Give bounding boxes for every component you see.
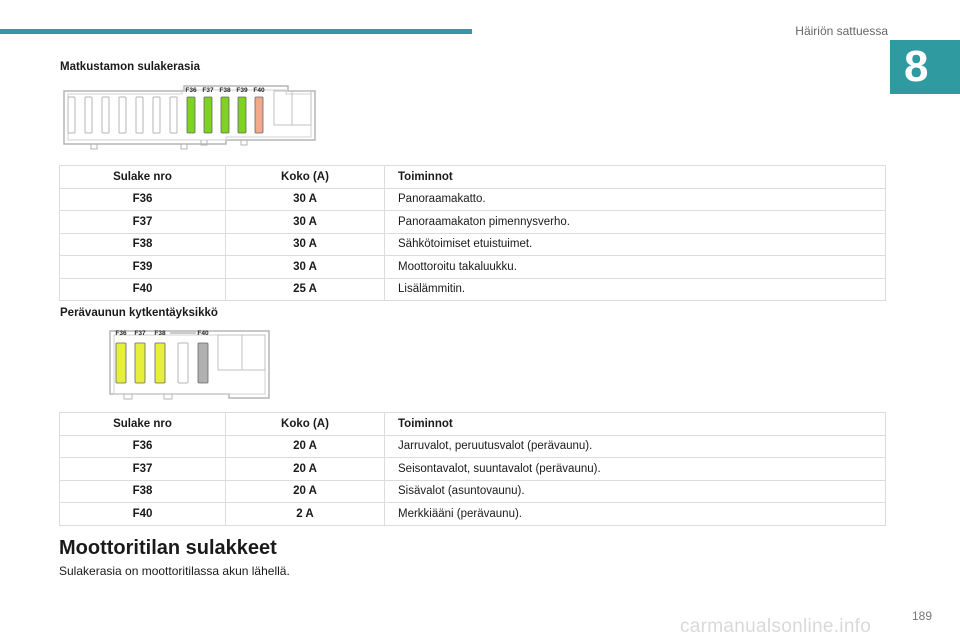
chapter-number-tab: 8 bbox=[890, 40, 960, 94]
cabin-fusebox-heading: Matkustamon sulakerasia bbox=[60, 61, 200, 73]
column-header-size: Koko (A) bbox=[225, 165, 385, 189]
fuse-size-cell: 25 A bbox=[225, 277, 385, 301]
fuse-number-cell: F36 bbox=[59, 434, 226, 458]
fuse-label: F39 bbox=[236, 87, 248, 94]
fuse-size-cell: 30 A bbox=[225, 255, 385, 279]
fuse-size-cell: 20 A bbox=[225, 434, 385, 458]
fuse-function-cell: Lisälämmitin. bbox=[384, 277, 886, 301]
fuse-size-cell: 30 A bbox=[225, 187, 385, 211]
fuse-function-cell: Sisävalot (asuntovaunu). bbox=[384, 479, 886, 503]
table-row: F37 20 A Seisontavalot, suuntavalot (per… bbox=[59, 457, 886, 481]
column-header-functions: Toiminnot bbox=[384, 165, 886, 189]
fuse-f38 bbox=[154, 342, 166, 384]
fuse-f36 bbox=[186, 96, 196, 134]
column-header-functions: Toiminnot bbox=[384, 412, 886, 436]
fuse-f37 bbox=[134, 342, 146, 384]
fuse-number-cell: F40 bbox=[59, 502, 226, 526]
header-accent-bar bbox=[0, 29, 472, 34]
table-header-row: Sulake nro Koko (A) Toiminnot bbox=[59, 165, 886, 189]
table-row: F40 2 A Merkkiääni (perävaunu). bbox=[59, 502, 886, 526]
table-row: F40 25 A Lisälämmitin. bbox=[59, 277, 886, 301]
fuse-number-cell: F36 bbox=[59, 187, 226, 211]
trailer-unit-diagram: F36 F37 F38 F40 bbox=[109, 330, 270, 400]
table-row: F38 20 A Sisävalot (asuntovaunu). bbox=[59, 479, 886, 503]
table-row: F36 30 A Panoraamakatto. bbox=[59, 187, 886, 211]
fuse-function-cell: Jarruvalot, peruutusvalot (perävaunu). bbox=[384, 434, 886, 458]
engine-fuses-heading: Moottoritilan sulakkeet bbox=[59, 537, 277, 559]
table-header-row: Sulake nro Koko (A) Toiminnot bbox=[59, 412, 886, 436]
cabin-fusebox-diagram: F36 F37 F38 F39 F40 bbox=[63, 85, 316, 150]
trailer-fuse-group: F36 F37 F38 F40 bbox=[115, 330, 209, 384]
fuse-function-cell: Sähkötoimiset etuistuimet. bbox=[384, 232, 886, 256]
fuse-size-cell: 30 A bbox=[225, 232, 385, 256]
fuse-number-cell: F37 bbox=[59, 457, 226, 481]
column-header-size: Koko (A) bbox=[225, 412, 385, 436]
fuse-f36 bbox=[115, 342, 127, 384]
table-row: F38 30 A Sähkötoimiset etuistuimet. bbox=[59, 232, 886, 256]
fuse-function-cell: Moottoroitu takaluukku. bbox=[384, 255, 886, 279]
fuse-label: F36 bbox=[185, 87, 197, 94]
fuse-f39 bbox=[237, 96, 247, 134]
site-watermark: carmanualsonline.info bbox=[680, 616, 872, 637]
fuse-number-cell: F38 bbox=[59, 479, 226, 503]
fuse-function-cell: Panoraamakatto. bbox=[384, 187, 886, 211]
fuse-label: F37 bbox=[134, 330, 146, 337]
section-title: Häiriön sattuessa bbox=[795, 24, 888, 38]
table-row: F36 20 A Jarruvalot, peruutusvalot (perä… bbox=[59, 434, 886, 458]
engine-fuses-text: Sulakerasia on moottoritilassa akun lähe… bbox=[59, 564, 290, 578]
trailer-unit-heading: Perävaunun kytkentäyksikkö bbox=[60, 307, 218, 319]
fuse-number-cell: F39 bbox=[59, 255, 226, 279]
column-header-fuse-number: Sulake nro bbox=[59, 165, 226, 189]
trailer-fuse-table: Sulake nro Koko (A) Toiminnot F36 20 A J… bbox=[59, 412, 886, 526]
fuse-label: F40 bbox=[253, 87, 265, 94]
fuse-size-cell: 20 A bbox=[225, 479, 385, 503]
fuse-f40 bbox=[254, 96, 264, 134]
fuse-label: F37 bbox=[202, 87, 214, 94]
fuse-number-cell: F40 bbox=[59, 277, 226, 301]
fuse-f37 bbox=[203, 96, 213, 134]
fuse-label: F40 bbox=[197, 330, 209, 337]
fuse-label: F38 bbox=[154, 330, 166, 337]
cabin-fuse-group: F36 F37 F38 F39 F40 bbox=[185, 87, 265, 134]
table-row: F37 30 A Panoraamakaton pimennysverho. bbox=[59, 210, 886, 234]
fuse-size-cell: 30 A bbox=[225, 210, 385, 234]
fuse-function-cell: Panoraamakaton pimennysverho. bbox=[384, 210, 886, 234]
cabin-fuse-table: Sulake nro Koko (A) Toiminnot F36 30 A P… bbox=[59, 165, 886, 301]
page-number: 189 bbox=[911, 609, 932, 623]
fuse-label: F36 bbox=[115, 330, 127, 337]
fuse-function-cell: Seisontavalot, suuntavalot (perävaunu). bbox=[384, 457, 886, 481]
table-row: F39 30 A Moottoroitu takaluukku. bbox=[59, 255, 886, 279]
column-header-fuse-number: Sulake nro bbox=[59, 412, 226, 436]
fuse-size-cell: 2 A bbox=[225, 502, 385, 526]
fuse-label: F38 bbox=[219, 87, 231, 94]
fuse-size-cell: 20 A bbox=[225, 457, 385, 481]
fuse-f38 bbox=[220, 96, 230, 134]
fuse-number-cell: F38 bbox=[59, 232, 226, 256]
fuse-f40 bbox=[197, 342, 209, 384]
fuse-function-cell: Merkkiääni (perävaunu). bbox=[384, 502, 886, 526]
fuse-number-cell: F37 bbox=[59, 210, 226, 234]
